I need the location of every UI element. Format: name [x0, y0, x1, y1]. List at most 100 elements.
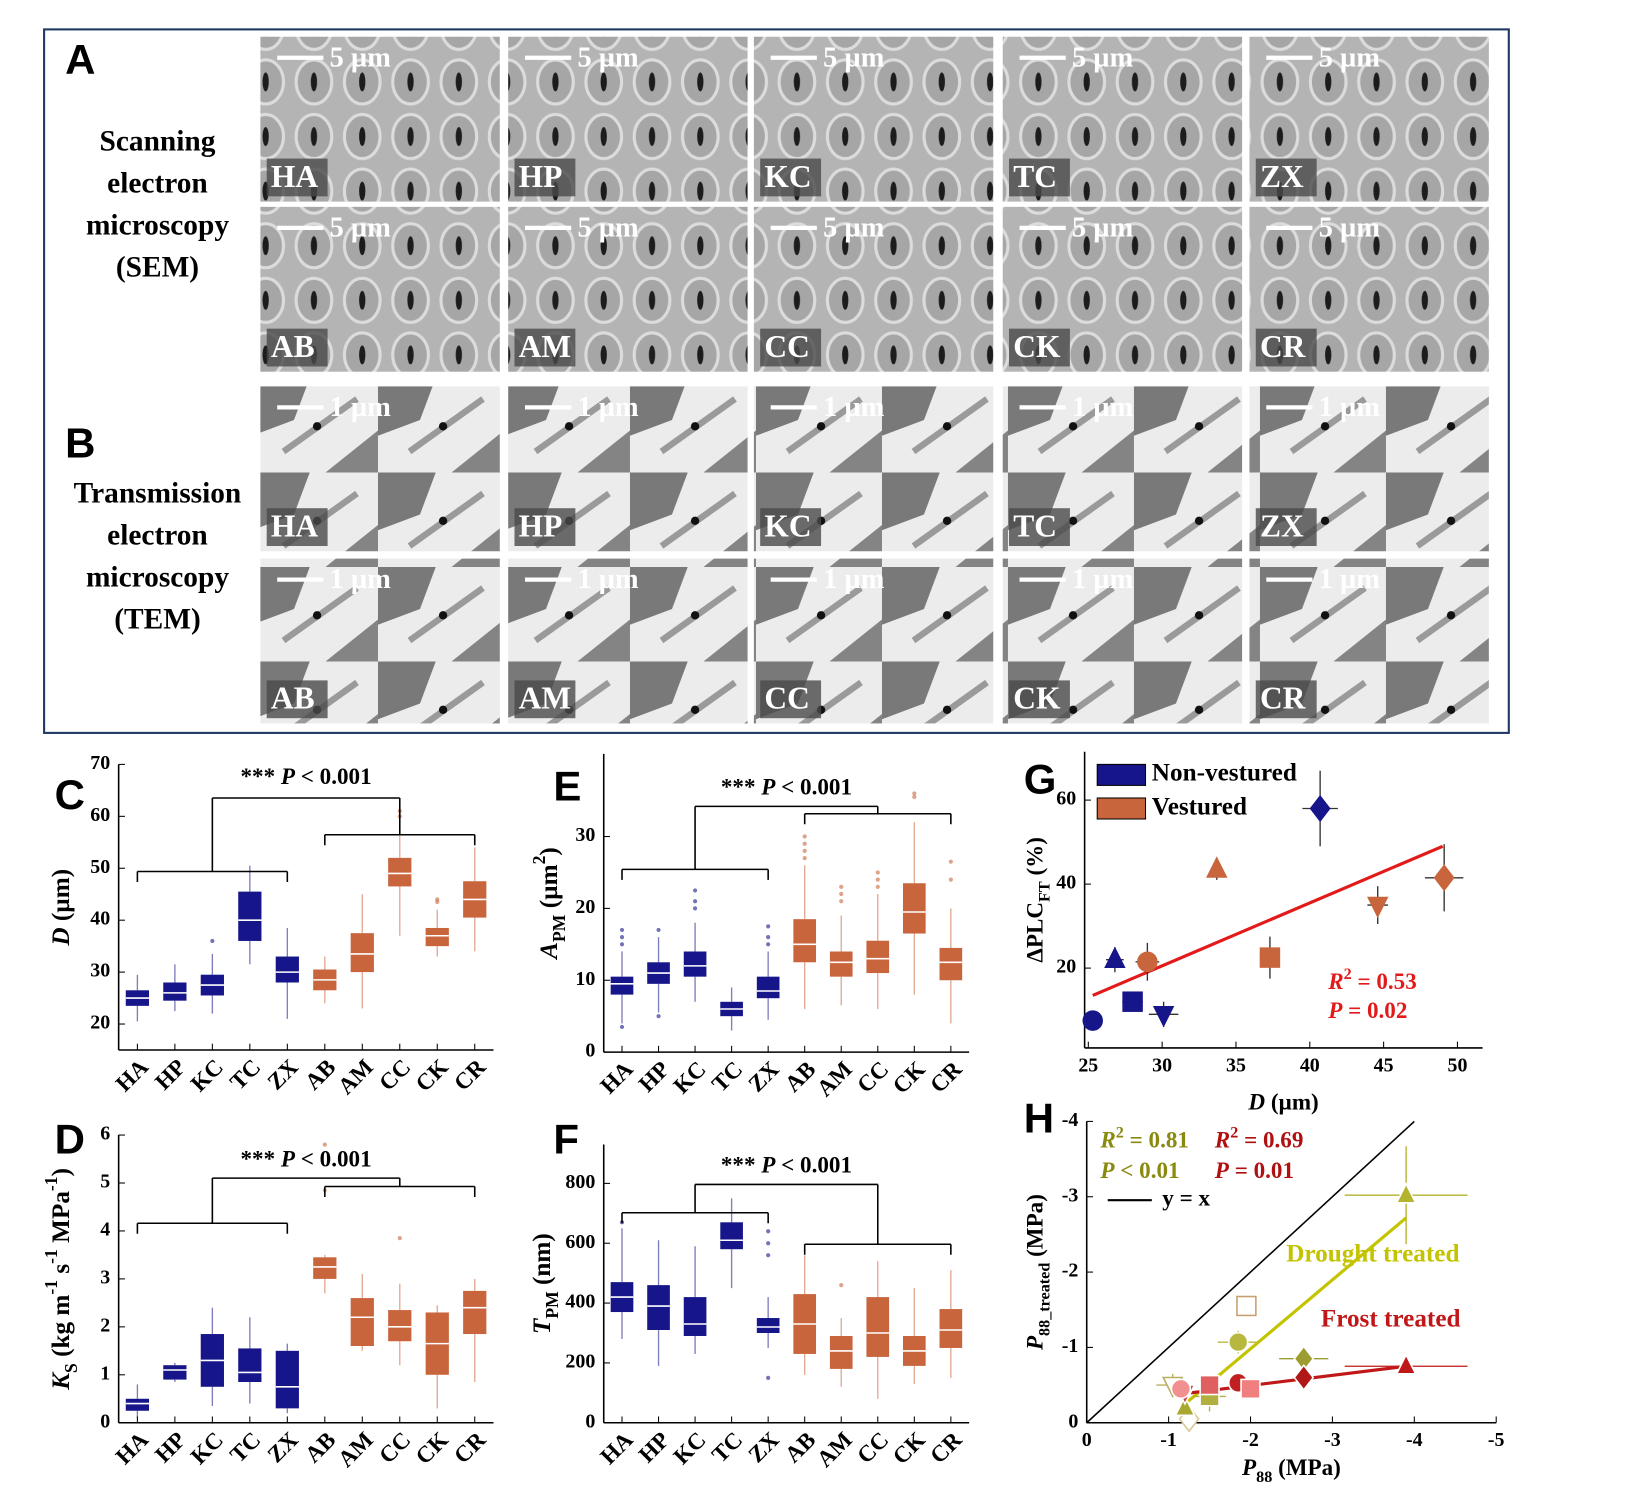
scale-label: 5 µm — [577, 42, 639, 73]
x-tick-label: CC — [373, 1054, 415, 1096]
box — [238, 1348, 262, 1382]
label-bg — [514, 508, 576, 546]
annotation-part: P — [760, 774, 776, 800]
y-tick-label: 6 — [100, 1123, 110, 1145]
annotation: R2 = 0.53 — [1327, 966, 1417, 994]
legend-label: y = x — [1162, 1184, 1210, 1210]
box — [829, 951, 853, 977]
x-tick-label: 45 — [1374, 1054, 1394, 1076]
y-axis-label-part: s — [48, 1264, 75, 1280]
x-tick-label: ZX — [262, 1053, 303, 1094]
outlier — [802, 848, 807, 854]
marker — [1122, 991, 1143, 1012]
annotation-part: < 0.001 — [775, 1152, 852, 1178]
panel-letter: C — [55, 771, 85, 818]
y-axis-label-part: (µm) — [48, 869, 75, 928]
y-axis-label-part: 2 — [529, 855, 549, 864]
y-axis-label: KS (kg m-1 s-1 MPa-1) — [41, 1168, 81, 1391]
x-tick-label: 50 — [1447, 1054, 1467, 1076]
box — [275, 956, 299, 983]
annotation: *** P < 0.001 — [721, 774, 852, 800]
annotation-part: 2 — [1344, 966, 1352, 983]
y-axis-label-part: (nm) — [529, 1233, 556, 1291]
label-bg — [1009, 328, 1070, 367]
x-tick-label: CR — [925, 1055, 967, 1097]
label-bg — [1255, 680, 1317, 719]
box — [866, 1297, 890, 1357]
x-tick-label: HP — [149, 1054, 190, 1095]
x-tick-label: CR — [448, 1426, 490, 1468]
y-tick-label: -4 — [1062, 1109, 1079, 1131]
specimen-label: ZX — [1260, 508, 1304, 543]
outlier — [948, 877, 953, 882]
label-bg — [266, 680, 328, 719]
x-tick-label: AB — [299, 1054, 340, 1095]
x-tick-label: CC — [851, 1056, 893, 1098]
y-tick-label: 4 — [100, 1219, 110, 1241]
specimen-label: AM — [519, 681, 571, 716]
annotation-part: = 0.53 — [1352, 968, 1417, 994]
annotation: *** P < 0.001 — [241, 1146, 372, 1172]
specimen-label: AM — [519, 329, 571, 364]
y-tick-label: 200 — [565, 1350, 595, 1372]
annotation-part: *** — [241, 763, 281, 789]
y-axis-label-part: PM — [542, 1291, 562, 1319]
y-tick-label: 70 — [90, 752, 110, 774]
y-tick-label: 40 — [1056, 872, 1076, 894]
annotation-part: P — [1099, 1157, 1115, 1183]
x-tick-label: 35 — [1226, 1054, 1246, 1076]
annotation-part: *** — [241, 1146, 281, 1172]
x-tick-label: AM — [811, 1426, 857, 1472]
annotation-part: P — [1214, 1157, 1230, 1183]
box — [939, 947, 963, 981]
box — [756, 1318, 780, 1333]
y-tick-label: 0 — [585, 1040, 595, 1062]
outlier — [875, 870, 880, 875]
y-axis-label-part: ) — [536, 847, 563, 855]
y-tick-label: 20 — [575, 896, 595, 918]
x-tick-label: 40 — [1300, 1054, 1320, 1076]
specimen-label: CC — [764, 329, 809, 364]
y-axis-label: TPM (nm) — [529, 1233, 562, 1334]
x-axis-label-part: 88 — [1256, 1469, 1272, 1486]
scale-label: 5 µm — [1319, 212, 1381, 243]
outlier — [210, 938, 215, 944]
x-axis-label-part: (µm) — [1265, 1089, 1319, 1115]
y-axis-label-part: PM — [549, 914, 569, 942]
annotation-part: P — [760, 1152, 776, 1178]
y-tick-label: 60 — [1056, 788, 1076, 810]
annotation-part: < 0.001 — [295, 1146, 372, 1172]
y-axis-label-part: K — [48, 1371, 75, 1391]
panel-letter: E — [553, 763, 581, 810]
caption-line: electron — [107, 168, 208, 200]
x-tick-label: CR — [925, 1426, 967, 1468]
x-tick-label: HA — [110, 1053, 153, 1096]
outlier — [766, 935, 771, 940]
scale-label: 1 µm — [330, 564, 392, 595]
y-tick-label: 50 — [90, 856, 110, 878]
annotation-part: P — [1327, 998, 1343, 1024]
outlier — [766, 1253, 771, 1258]
outlier — [656, 1014, 661, 1019]
x-tick-label: 0 — [1082, 1429, 1092, 1451]
x-tick-label: -4 — [1406, 1429, 1423, 1451]
label-bg — [514, 680, 576, 719]
outlier — [839, 884, 844, 889]
box — [425, 927, 449, 947]
x-tick-label: ZX — [262, 1426, 303, 1467]
outlier — [619, 942, 625, 947]
caption-line: (SEM) — [116, 252, 199, 284]
marker — [1395, 1353, 1417, 1375]
scale-label: 5 µm — [577, 212, 639, 243]
x-tick-label: AB — [299, 1426, 340, 1467]
legend-label: Vestured — [1152, 793, 1247, 820]
label-bg — [1009, 508, 1070, 546]
outlier — [766, 942, 771, 947]
panel-letter: F — [553, 1115, 579, 1162]
x-tick-label: -5 — [1488, 1429, 1505, 1451]
specimen-label: CC — [764, 681, 809, 716]
label-bg — [1009, 158, 1070, 197]
caption-line: electron — [107, 519, 208, 551]
